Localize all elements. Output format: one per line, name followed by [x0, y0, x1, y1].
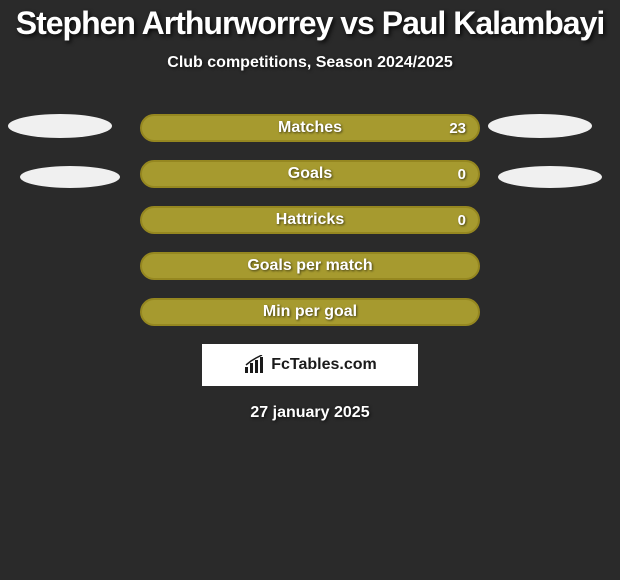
- snapshot-date: 27 january 2025: [0, 404, 620, 422]
- stat-bar: Goals per match: [140, 252, 480, 280]
- stat-label: Min per goal: [263, 303, 357, 321]
- chart-icon: [243, 355, 267, 375]
- stat-value: 0: [458, 166, 466, 183]
- stat-bars: Matches 23 Goals 0 Hattricks 0 Goals per match…: [140, 114, 480, 326]
- player-badge: [488, 114, 592, 138]
- stat-bar: Matches 23: [140, 114, 480, 142]
- comparison-title: Stephen Arthurworrey vs Paul Kalambayi: [0, 5, 620, 42]
- stat-bar: Goals 0: [140, 160, 480, 188]
- stat-bar: Min per goal: [140, 298, 480, 326]
- comparison-subtitle: Club competitions, Season 2024/2025: [0, 54, 620, 72]
- stat-value: 23: [449, 120, 466, 137]
- player-badge: [8, 114, 112, 138]
- stat-label: Matches: [278, 119, 342, 137]
- stats-area: Matches 23 Goals 0 Hattricks 0 Goals per match…: [0, 114, 620, 326]
- player-badge: [498, 166, 602, 188]
- logo-box: FcTables.com: [202, 344, 418, 386]
- player-badge: [20, 166, 120, 188]
- stat-value: 0: [458, 212, 466, 229]
- logo-text: FcTables.com: [271, 356, 377, 374]
- stat-label: Hattricks: [276, 211, 344, 229]
- stat-bar: Hattricks 0: [140, 206, 480, 234]
- stat-label: Goals per match: [247, 257, 372, 275]
- stat-label: Goals: [288, 165, 332, 183]
